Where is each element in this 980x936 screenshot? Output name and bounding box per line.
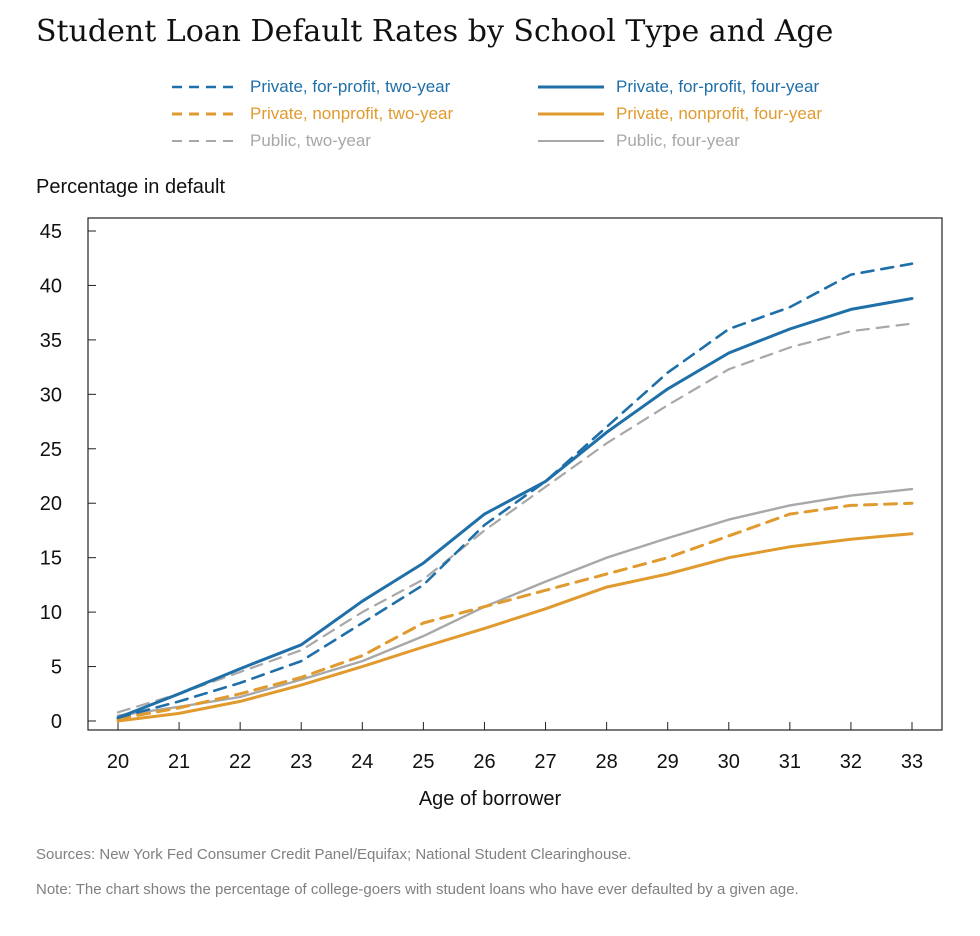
x-tick-label: 24: [351, 751, 373, 773]
y-tick-label: 5: [51, 657, 62, 679]
legend-label: Public, two-year: [250, 131, 371, 150]
series-line-private-for-profit-two-year: [116, 262, 914, 720]
y-tick-label: 0: [51, 711, 62, 733]
legend-item-public-four-year: Public, four-year: [536, 128, 740, 154]
chart-title: Student Loan Default Rates by School Typ…: [36, 14, 834, 49]
series-line-private-for-profit-four-year: [116, 297, 914, 720]
series-line-private-nonprofit-two-year: [116, 501, 914, 721]
legend-swatch: [172, 112, 238, 116]
x-tick-label: 26: [473, 751, 495, 773]
y-tick-label: 15: [40, 548, 62, 570]
legend-label: Private, nonprofit, four-year: [616, 104, 822, 123]
legend-label: Public, four-year: [616, 131, 740, 150]
x-tick-label: 22: [229, 751, 251, 773]
y-tick-label: 30: [40, 384, 62, 406]
plot-frame: [87, 217, 943, 731]
y-tick-label: 35: [40, 330, 62, 352]
legend-swatch: [538, 140, 604, 142]
x-tick-label: 29: [657, 751, 679, 773]
y-tick-label: 45: [40, 221, 62, 243]
series-line-private-nonprofit-four-year: [116, 532, 914, 723]
series-line-public-two-year: [116, 322, 914, 714]
y-tick-label: 25: [40, 439, 62, 461]
x-axis-label: Age of borrower: [418, 788, 562, 810]
legend-item-public-two-year: Public, two-year: [170, 128, 371, 154]
y-tick-label: 20: [40, 493, 62, 515]
legend-item-private-nonprofit-four-year: Private, nonprofit, four-year: [536, 101, 822, 127]
x-tick-label: 28: [595, 751, 617, 773]
legend-label: Private, for-profit, two-year: [250, 77, 451, 96]
x-tick-label: 23: [290, 751, 312, 773]
x-tick-label: 21: [168, 751, 190, 773]
x-tick-label: 31: [779, 751, 801, 773]
legend-item-private-for-profit-two-year: Private, for-profit, two-year: [170, 74, 450, 100]
x-tick-label: 27: [534, 751, 556, 773]
footnote: Note: The chart shows the percentage of …: [36, 881, 799, 898]
legend: Private, for-profit, two-year Private, n…: [170, 74, 890, 158]
x-tick-label: 20: [107, 751, 129, 773]
x-tick-label: 33: [901, 751, 923, 773]
y-tick-label: 10: [40, 602, 62, 624]
x-tick-label: 25: [412, 751, 434, 773]
y-axis-label: Percentage in default: [36, 176, 226, 198]
x-tick-label: 32: [840, 751, 862, 773]
legend-swatch: [538, 85, 604, 89]
legend-label: Private, for-profit, four-year: [616, 77, 820, 96]
legend-swatch: [538, 112, 604, 116]
y-tick-label: 40: [40, 275, 62, 297]
source-note: Sources: New York Fed Consumer Credit Pa…: [36, 846, 632, 863]
legend-label: Private, nonprofit, two-year: [250, 104, 454, 123]
legend-item-private-for-profit-four-year: Private, for-profit, four-year: [536, 74, 819, 100]
series-line-public-four-year: [116, 487, 914, 717]
x-tick-label: 30: [718, 751, 740, 773]
legend-swatch: [172, 140, 238, 142]
legend-swatch: [172, 85, 238, 89]
legend-item-private-nonprofit-two-year: Private, nonprofit, two-year: [170, 101, 453, 127]
